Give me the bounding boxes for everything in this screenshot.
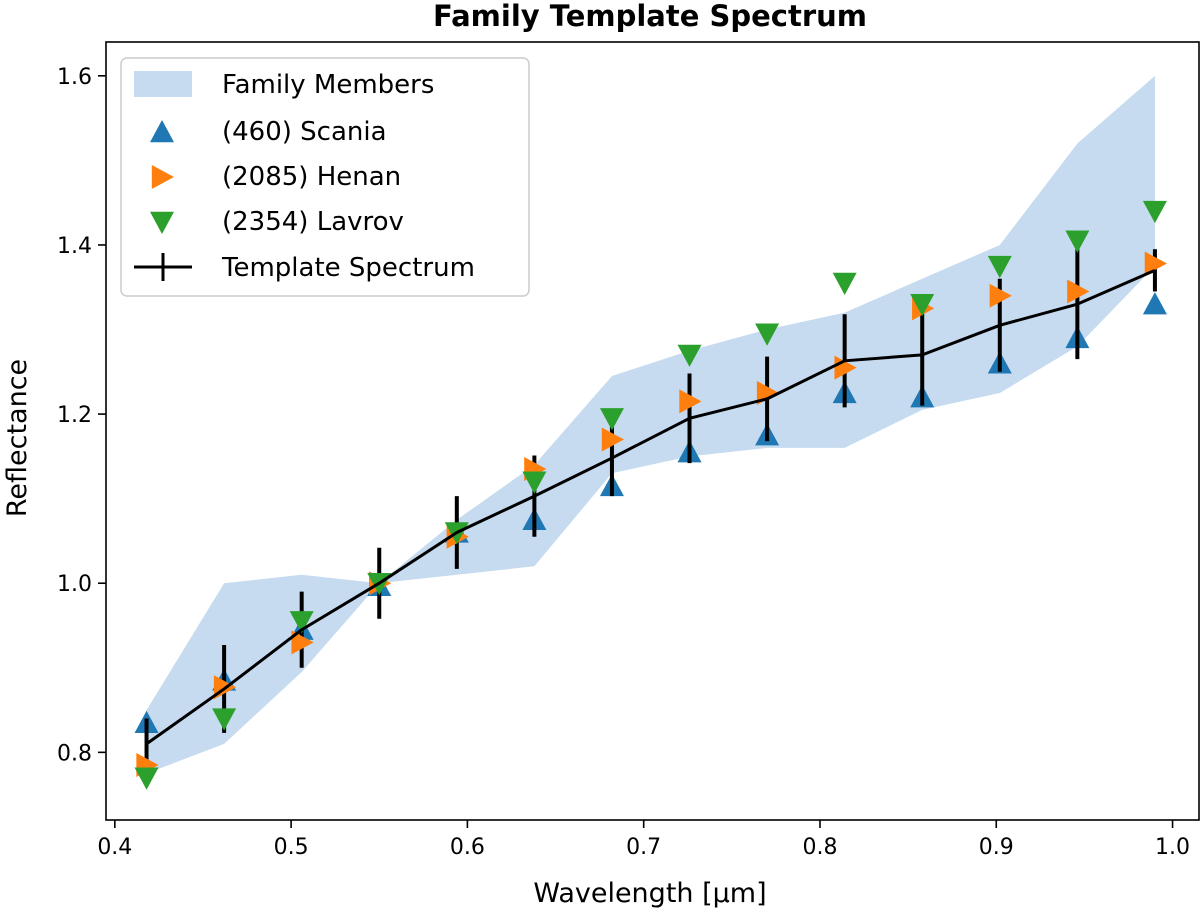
legend-swatch-family-members [134, 71, 192, 97]
y-axis: 0.8 1.0 1.2 1.4 1.6 [57, 65, 106, 766]
legend-marker-henan [151, 165, 174, 189]
lavrov-point [677, 344, 702, 367]
x-tick-label: 1.0 [1155, 835, 1190, 860]
legend-label-henan: (2085) Henan [222, 162, 401, 192]
y-tick-label: 1.6 [57, 65, 92, 90]
y-tick-label: 1.2 [57, 403, 92, 428]
henan-point [989, 283, 1012, 308]
legend-lavrov-marker-shape [150, 211, 174, 234]
lavrov-point [289, 611, 314, 634]
scania-point [1142, 292, 1167, 315]
henan-point [1144, 251, 1167, 276]
legend-scania-marker-shape [150, 120, 174, 143]
x-tick-label: 0.8 [802, 835, 837, 860]
y-tick-label: 1.0 [57, 572, 92, 597]
family-members-band [146, 75, 1155, 774]
x-tick-label: 0.5 [274, 835, 309, 860]
x-tick-label: 0.9 [979, 835, 1014, 860]
y-tick-label: 0.8 [57, 741, 92, 766]
legend-label-template-spectrum: Template Spectrum [221, 253, 475, 283]
lavrov-point [522, 471, 547, 494]
lavrov-point [987, 255, 1012, 279]
plot-frame [105, 41, 1200, 821]
legend-marker-lavrov [150, 211, 174, 234]
lavrov-point [599, 408, 624, 431]
x-axis: 0.4 0.5 0.6 0.7 0.8 0.9 1.0 [97, 820, 1190, 860]
lavrov-point [832, 272, 857, 296]
legend-marker-template-spectrum [134, 253, 192, 281]
template-spectrum-line [145, 268, 1156, 746]
henan-point [1067, 279, 1090, 304]
legend: Family Members (460) Scania (2085) Henan… [120, 57, 530, 297]
x-tick-label: 0.6 [450, 835, 485, 860]
legend-label-scania: (460) Scania [222, 117, 387, 147]
x-tick-label: 0.7 [626, 835, 661, 860]
lavrov-point [755, 323, 780, 346]
lavrov-point [1065, 230, 1090, 253]
x-tick-label: 0.4 [97, 835, 132, 860]
legend-label-lavrov: (2354) Lavrov [222, 207, 404, 237]
legend-box [120, 57, 530, 297]
chart-title: Family Template Spectrum [433, 0, 867, 33]
legend-label-family-members: Family Members [222, 70, 434, 100]
lavrov-point [134, 767, 159, 790]
legend-henan-marker-shape [151, 165, 174, 189]
henan-point [679, 389, 702, 414]
x-axis-label: Wavelength [μm] [533, 878, 766, 909]
y-axis-label: Reflectance [2, 359, 33, 517]
lavrov-point [212, 708, 237, 731]
lavrov-point [910, 293, 935, 317]
legend-marker-scania [150, 120, 174, 143]
plot-area [134, 75, 1167, 790]
henan-point [601, 427, 624, 452]
y-tick-label: 1.4 [57, 234, 92, 259]
henan-point [291, 630, 314, 655]
lavrov-point [1142, 200, 1167, 224]
